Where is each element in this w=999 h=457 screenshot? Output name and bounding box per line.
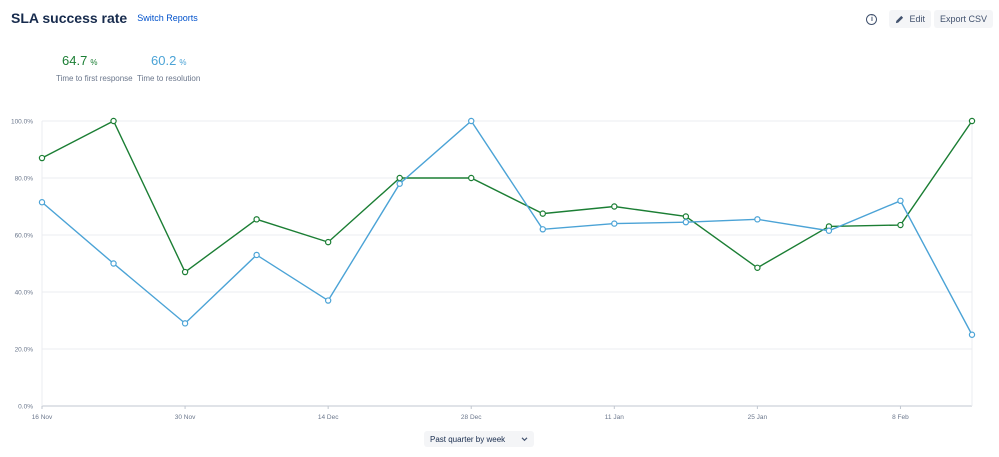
data-point-resolution [825,227,833,234]
info-icon[interactable]: i [866,13,878,25]
metric-resolution: 60.2% Time to resolution [137,52,200,83]
data-point-resolution [253,251,260,259]
x-tick-label: 8 Feb [892,414,909,421]
metric-value: 64.7 [62,53,88,68]
data-point-resolution [682,218,690,226]
x-tick-label: 16 Nov [32,414,53,421]
y-tick-label: 0.0% [18,404,33,411]
data-point-resolution [754,216,761,223]
x-tick-label: 30 Nov [175,414,196,421]
data-point-first-response [968,117,976,125]
data-point-resolution [468,117,475,125]
period-select-value: Past quarter by week [430,434,506,444]
data-point-first-response [38,154,46,162]
y-tick-label: 60.0% [15,233,34,240]
data-point-first-response [611,203,618,210]
y-tick-label: 20.0% [15,347,34,354]
data-point-resolution [38,199,46,206]
data-point-resolution [611,220,618,227]
x-tick-label: 11 Jan [605,414,624,421]
series-line-first-response [41,120,973,274]
data-point-first-response [754,264,761,271]
data-point-resolution [324,297,332,304]
header-actions: i Edit Export CSV [866,10,993,28]
metric-value: 60.2 [151,53,177,68]
data-point-resolution [539,226,546,233]
y-tick-label: 100.0% [11,119,33,126]
chevron-down-icon [521,436,528,441]
data-point-first-response [897,221,904,229]
data-point-first-response [324,238,332,246]
data-point-first-response [468,174,475,182]
data-point-resolution [181,320,189,327]
data-point-resolution [897,197,904,204]
x-tick-label: 28 Dec [461,414,482,421]
metric-unit: % [179,58,187,67]
switch-reports-label: Switch Reports [137,13,198,23]
page-title: SLA success rate [11,10,128,26]
metric-label: Time to first response [56,74,133,83]
x-tick-label: 14 Dec [318,414,339,421]
data-point-resolution [968,331,976,338]
report-header: SLA success rate Switch Reports [11,10,201,26]
data-point-first-response [181,268,189,276]
data-point-resolution [110,260,117,267]
export-csv-button[interactable]: Export CSV [933,10,993,28]
data-point-first-response [682,213,690,220]
x-tick-label: 25 Jan [748,414,768,421]
switch-reports-button[interactable]: Switch Reports [137,13,201,23]
metric-label: Time to resolution [137,74,201,83]
y-tick-label: 80.0% [15,176,34,183]
metric-unit: % [90,58,98,67]
export-csv-label: Export CSV [939,14,987,24]
period-select[interactable]: Past quarter by week [424,431,534,447]
edit-button[interactable]: Edit [889,10,931,28]
data-point-first-response [253,216,260,223]
data-point-first-response [539,210,546,217]
edit-label: Edit [909,14,925,24]
data-point-first-response [110,117,117,125]
data-point-resolution [396,180,403,187]
series-line-resolution [41,119,973,336]
metric-first-response: 64.7% Time to first response [56,52,133,83]
y-tick-label: 40.0% [15,290,34,297]
pencil-icon [896,15,904,23]
data-point-first-response [396,174,403,182]
